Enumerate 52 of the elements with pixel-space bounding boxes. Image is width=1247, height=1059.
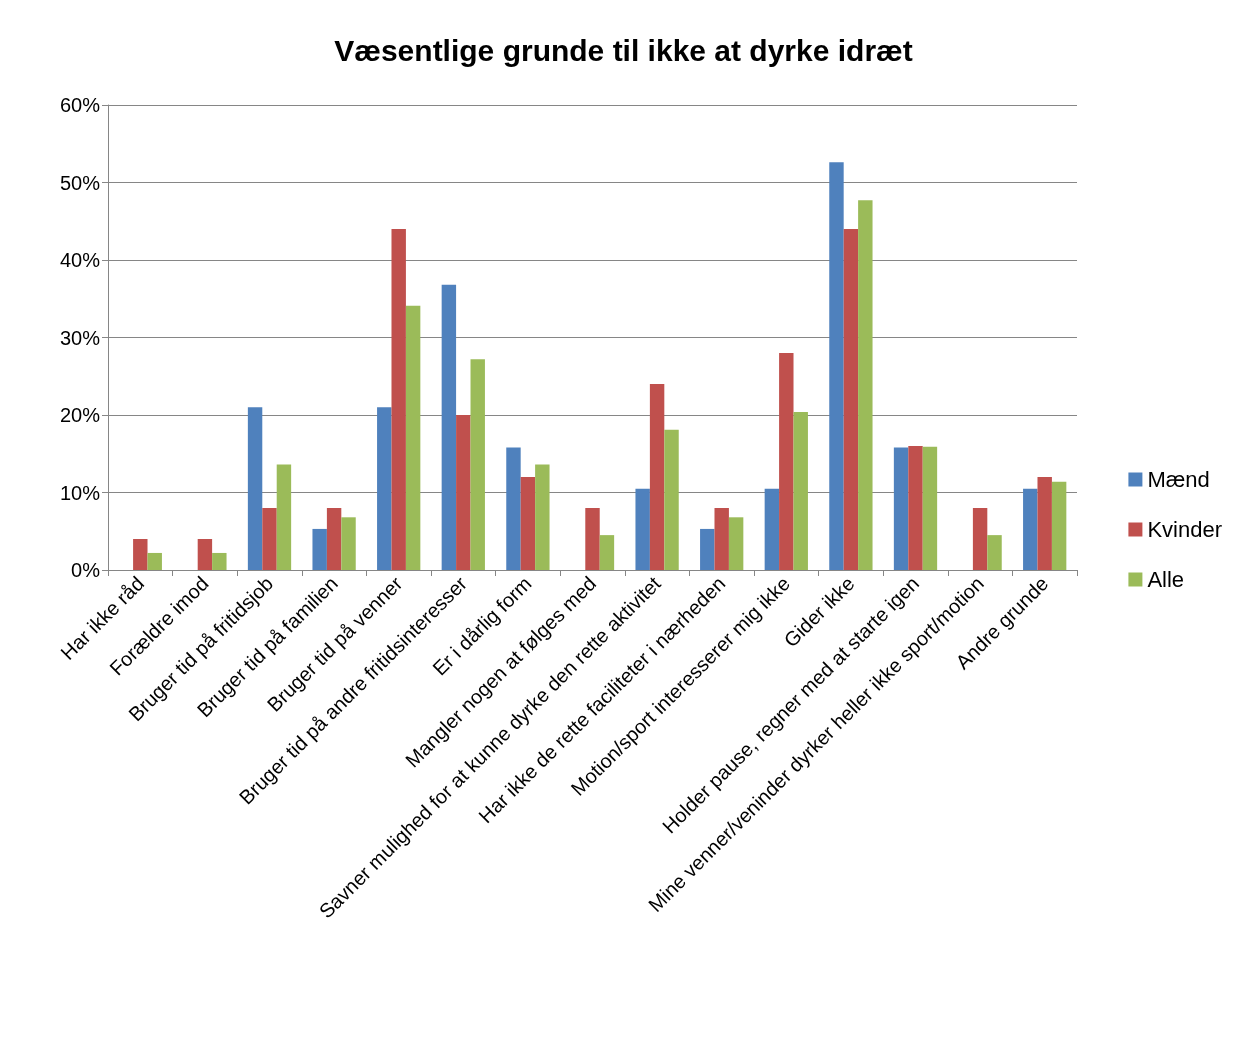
bar <box>312 528 327 570</box>
legend-label: Mænd <box>1147 467 1210 492</box>
y-tick-label: 30% <box>59 326 101 349</box>
bar <box>341 517 356 570</box>
bar <box>972 508 988 570</box>
bar <box>700 528 715 570</box>
bar <box>893 447 909 570</box>
legend-label: Alle <box>1147 567 1185 592</box>
bar <box>276 464 292 570</box>
bar <box>858 200 873 570</box>
bar <box>843 229 859 570</box>
bar <box>664 429 679 570</box>
bar <box>535 464 550 570</box>
y-tick-label: 10% <box>59 481 101 504</box>
y-tick-label: 50% <box>59 171 101 194</box>
bar <box>779 353 794 570</box>
bar <box>922 446 938 570</box>
bar <box>377 407 392 570</box>
y-tick-label: 0% <box>71 559 101 581</box>
bar <box>470 359 485 570</box>
bar <box>247 407 263 570</box>
bar <box>585 508 600 570</box>
chart-title: Væsentlige grunde til ikke at dyrke idræt <box>334 33 913 67</box>
bar <box>391 229 406 570</box>
bar <box>441 284 457 570</box>
bar <box>764 488 780 570</box>
bar <box>1023 488 1038 570</box>
bar <box>987 535 1002 570</box>
y-tick-label: 20% <box>59 404 101 426</box>
bar <box>829 162 844 570</box>
bar <box>714 508 729 570</box>
bar <box>599 535 615 570</box>
bar <box>405 305 421 570</box>
bar <box>793 411 808 570</box>
bar <box>326 508 342 570</box>
bar <box>197 539 213 570</box>
bar <box>635 488 650 570</box>
bar <box>728 517 744 570</box>
bar <box>262 508 277 570</box>
bar <box>212 552 227 570</box>
bar <box>147 552 162 570</box>
y-tick-label: 40% <box>59 249 101 271</box>
bar <box>456 415 471 570</box>
bar <box>1051 481 1067 570</box>
bar <box>520 477 536 570</box>
bar <box>908 446 923 570</box>
y-tick-label: 60% <box>59 94 101 116</box>
bar <box>649 384 665 570</box>
legend-label: Kvinder <box>1147 517 1222 542</box>
bar <box>1037 477 1052 570</box>
bar <box>133 539 148 570</box>
bar <box>506 447 521 570</box>
